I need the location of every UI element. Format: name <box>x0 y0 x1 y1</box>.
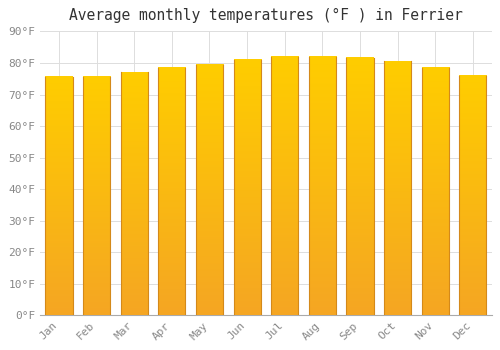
Title: Average monthly temperatures (°F ) in Ferrier: Average monthly temperatures (°F ) in Fe… <box>69 8 463 23</box>
